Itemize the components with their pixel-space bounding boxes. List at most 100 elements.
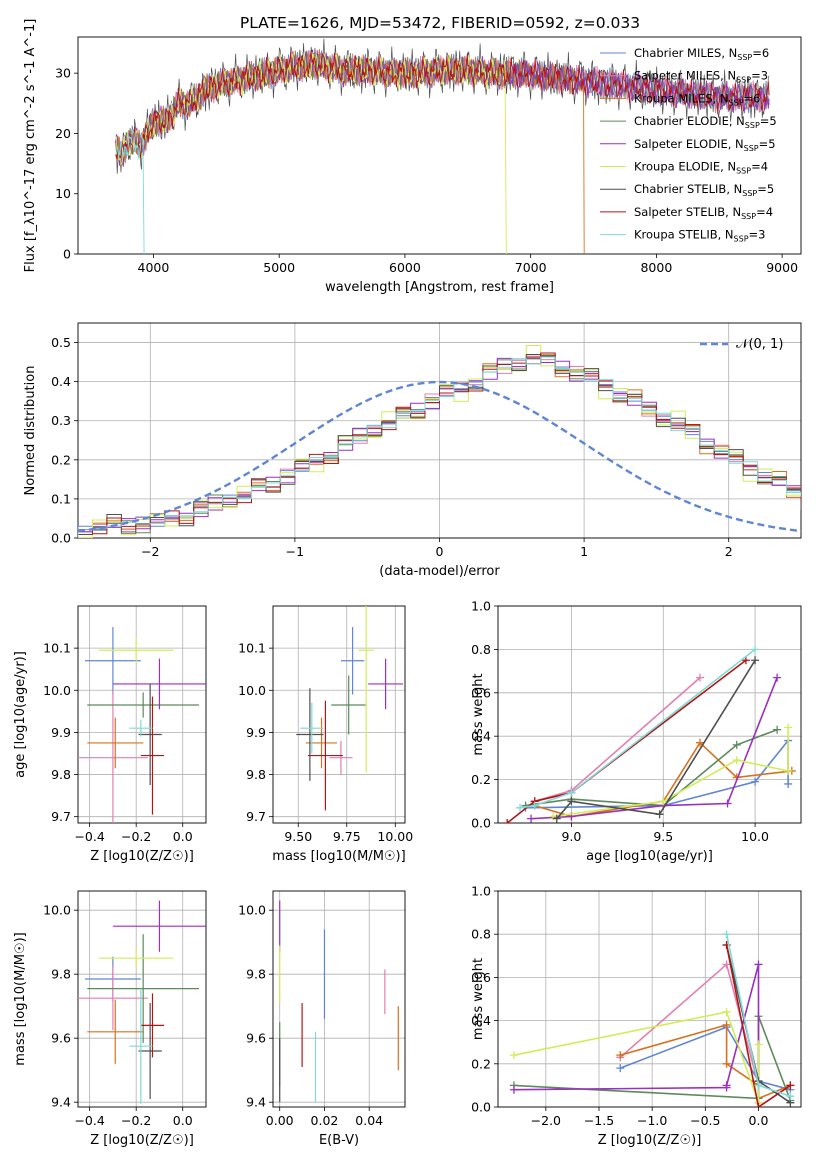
y-tick-label: 0.4 [471, 1013, 491, 1028]
y-axis-label: mass weight [471, 673, 486, 755]
weight-marker [773, 725, 782, 734]
y-axis-label: mass [log10(M/M☉)] [13, 932, 28, 1065]
weight-marker [616, 1064, 625, 1073]
weight-line [513, 964, 760, 1103]
weight-marker [567, 788, 576, 797]
weight-line [619, 962, 760, 1086]
weight-marker [754, 1103, 763, 1107]
x-axis-label: E(B-V) [319, 1133, 359, 1148]
y-tick-label: 0.5 [51, 335, 71, 350]
y-tick-label: 20 [55, 126, 71, 141]
spectrum-panel: 4000 5000 6000 7000 8000 9000 0 10 20 30 wavelengt… [23, 19, 802, 295]
x-tick-label: −0.2 [121, 1113, 151, 1128]
x-axis-label: Z [log10(Z/Z☉)] [90, 849, 194, 864]
weight-marker [509, 1085, 518, 1094]
plot-frame [272, 890, 406, 1108]
y-tick-label: 0.2 [51, 452, 71, 467]
weight-marker [732, 756, 741, 765]
legend-entry-label: Kroupa STELIB, NSSP=3 [634, 228, 765, 244]
y-tick-label: 1.0 [471, 599, 491, 614]
legend-entry-label: Salpeter MILES, NSSP=3 [634, 69, 768, 85]
y-tick-label: 9.8 [51, 767, 71, 782]
mass-weight-vs-metallicity-panel: −2.0 −1.5 −1.0 −0.5 0.0 0.0 0.2 0.4 0.6 0.8 1.0 Z [… [471, 884, 802, 1148]
x-tick-label: 0.02 [311, 1113, 339, 1128]
weight-line [519, 648, 756, 809]
residual-histogram-panel: −2 −1 0 1 2 0.0 0.1 0.2 0.3 0.4 0.5 (data-model)/er… [23, 322, 802, 579]
weight-marker [722, 930, 731, 939]
weight-marker [773, 673, 782, 682]
x-tick-label: 7000 [515, 260, 547, 275]
histogram-series-8 [78, 356, 801, 538]
legend-entry-label: Salpeter ELODIE, NSSP=5 [634, 137, 776, 153]
weight-line [506, 659, 747, 823]
plot-frame [497, 605, 802, 824]
x-tick-label: 10.0 [741, 829, 769, 844]
x-tick-label: −1 [286, 544, 304, 559]
weight-marker [722, 1007, 731, 1016]
weight-marker [751, 656, 760, 665]
weight-marker [530, 801, 539, 810]
weight-marker [567, 797, 576, 806]
weight-line [556, 659, 756, 820]
legend-entry-label: Kroupa ELODIE, NSSP=4 [634, 160, 768, 176]
weight-line [620, 1026, 791, 1091]
x-tick-label: −2 [141, 544, 159, 559]
y-tick-label: 10.0 [43, 903, 71, 918]
y-tick-label: 9.8 [246, 967, 266, 982]
weight-marker [754, 960, 763, 969]
y-tick-label: 0.1 [51, 491, 71, 506]
age-vs-mass-panel: 9.50 9.75 10.00 9.7 9.8 9.9 10.0 10.1 mass [log1… [238, 605, 413, 864]
x-tick-label: 0.00 [266, 1113, 294, 1128]
weight-marker [732, 740, 741, 749]
legend-entry-label: Chabrier STELIB, NSSP=5 [634, 182, 774, 198]
y-tick-label: 10.0 [238, 683, 266, 698]
weight-marker [616, 1051, 625, 1060]
x-axis-label: Z [log10(Z/Z☉)] [90, 1133, 194, 1148]
weight-line [513, 1011, 760, 1103]
weight-marker [659, 797, 668, 806]
y-tick-label: 9.6 [51, 1031, 71, 1046]
y-tick-label: 0.0 [471, 816, 491, 831]
y-tick-label: 10.1 [238, 641, 266, 656]
y-tick-label: 9.9 [51, 725, 71, 740]
y-tick-label: 9.8 [51, 967, 71, 982]
weight-marker [784, 766, 793, 775]
weight-marker [722, 960, 731, 969]
y-tick-label: 0.2 [471, 772, 491, 787]
y-tick-label: 9.4 [51, 1095, 71, 1110]
x-axis-label: mass [log10(M/M☉)] [272, 849, 405, 864]
age-vs-metallicity-panel: −0.4 −0.2 0.0 9.7 9.8 9.9 10.0 10.1 Z [log10(Z/Z… [13, 605, 207, 864]
y-tick-label: 0.0 [51, 531, 71, 546]
x-axis-label: (data-model)/error [379, 564, 500, 579]
y-tick-label: 0 [63, 247, 71, 262]
y-axis-label: age [log10(age/yr)] [13, 651, 28, 778]
legend-entry-label: Kroupa MILES, NSSP=6 [634, 91, 760, 107]
x-tick-label: −1.5 [584, 1113, 614, 1128]
x-tick-label: 9.50 [284, 829, 312, 844]
y-tick-label: 10.0 [43, 683, 71, 698]
y-tick-label: 0.6 [471, 970, 491, 985]
y-tick-label: 0.2 [471, 1056, 491, 1071]
plot-frame [272, 605, 406, 824]
x-tick-label: 6000 [389, 260, 421, 275]
y-tick-label: 9.4 [246, 1095, 266, 1110]
y-tick-label: 9.8 [246, 767, 266, 782]
weight-marker [723, 799, 732, 808]
weight-marker [754, 1040, 763, 1049]
x-tick-label: 9000 [766, 260, 798, 275]
weight-marker [751, 645, 760, 654]
legend-entry-label: Salpeter STELIB, NSSP=4 [634, 205, 773, 221]
weight-marker [754, 1081, 763, 1090]
x-tick-label: 2 [725, 544, 733, 559]
x-tick-label: 4000 [138, 260, 170, 275]
y-axis-label: Normed distribution [23, 366, 38, 496]
x-tick-label: 0.0 [749, 1113, 769, 1128]
legend-entry-label: Chabrier ELODIE, NSSP=5 [634, 114, 777, 130]
y-tick-label: 30 [55, 66, 71, 81]
x-tick-label: 9.0 [562, 829, 582, 844]
weight-line [531, 677, 778, 820]
x-tick-label: 8000 [640, 260, 672, 275]
y-tick-label: 10.1 [43, 641, 71, 656]
y-tick-label: 0.4 [471, 729, 491, 744]
